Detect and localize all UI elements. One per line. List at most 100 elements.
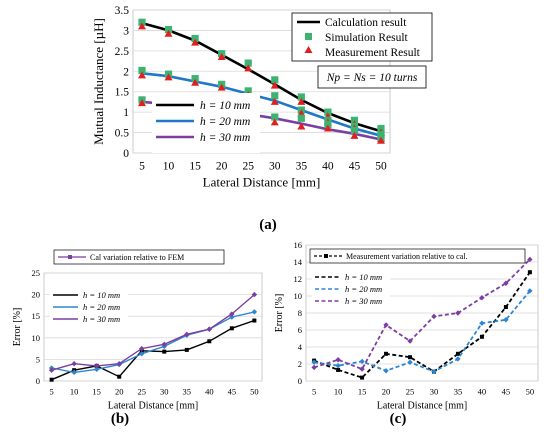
measurement-point xyxy=(270,81,279,89)
y-axis-label-b: Error [%] xyxy=(12,308,23,347)
y-tick-label-c: 2 xyxy=(298,359,302,369)
h-legend-label-c: h = 30 mm xyxy=(345,296,382,306)
y-tick-label-b: 25 xyxy=(32,268,41,278)
error-point xyxy=(503,305,508,310)
simulation-point xyxy=(297,114,305,122)
error-point xyxy=(383,368,389,374)
error-point xyxy=(431,368,437,375)
x-tick-label-c: 45 xyxy=(502,387,511,397)
error-point xyxy=(251,291,258,298)
legend-title-b: Cal variation relative to FEM xyxy=(90,253,184,262)
error-point xyxy=(251,309,258,315)
y-tick-label-b: 15 xyxy=(32,311,41,321)
error-point xyxy=(527,256,533,263)
x-tick-label-c: 10 xyxy=(334,387,343,397)
y-tick-label-b: 10 xyxy=(32,333,41,343)
measurement-point xyxy=(217,83,226,91)
x-tick-label-b: 30 xyxy=(160,387,169,397)
error-point xyxy=(71,369,77,376)
h-legend-label-b: h = 20 mm xyxy=(83,302,120,312)
error-point xyxy=(479,295,485,301)
x-tick-label-a: 40 xyxy=(322,161,334,173)
turns-annotation-box xyxy=(317,65,427,89)
error-point xyxy=(408,355,413,360)
x-tick-label-a: 20 xyxy=(216,161,228,173)
measurement-point xyxy=(244,64,253,72)
y-tick-label-a: 1 xyxy=(123,107,129,119)
x-tick-label-a: 15 xyxy=(189,161,201,173)
legend-sim-swatch xyxy=(305,33,312,40)
error-point xyxy=(117,374,122,379)
y-tick-label-a: 2.5 xyxy=(115,46,130,58)
turns-annotation: Np = Ns = 10 turns xyxy=(326,72,418,84)
x-tick-label-b: 45 xyxy=(228,387,237,397)
x-tick-label-a: 45 xyxy=(349,161,361,173)
simulation-point xyxy=(138,18,146,26)
y-tick-label-a: 0.5 xyxy=(115,128,130,140)
measurement-point xyxy=(191,38,200,46)
panel-caption-b: (b) xyxy=(111,411,129,427)
error-point xyxy=(229,326,234,331)
error-line-c-0 xyxy=(313,271,531,379)
y-axis-label-c: Error [%] xyxy=(274,294,285,333)
error-point xyxy=(503,280,509,286)
x-tick-label-b: 25 xyxy=(137,387,146,397)
error-point xyxy=(384,351,389,356)
simulation-point xyxy=(271,92,279,100)
legend-title-box-c xyxy=(309,248,526,264)
error-point xyxy=(311,359,317,365)
error-point xyxy=(455,310,461,316)
x-tick-label-c: 35 xyxy=(454,387,463,397)
error-point xyxy=(407,359,413,365)
error-point xyxy=(161,341,167,347)
legend-entry: Calculation result xyxy=(325,17,407,29)
y-tick-label-c: 8 xyxy=(298,308,302,318)
y-tick-label-a: 3 xyxy=(123,25,129,37)
y-tick-label-c: 12 xyxy=(294,274,303,284)
measurement-point xyxy=(164,73,173,81)
x-tick-label-b: 5 xyxy=(50,387,54,397)
x-tick-label-c: 5 xyxy=(312,387,316,397)
error-point xyxy=(229,311,235,317)
error-point xyxy=(359,358,365,365)
legend-title-marker-b xyxy=(68,255,72,259)
legend-entry: Measurement Result xyxy=(325,47,421,59)
x-tick-label-b: 20 xyxy=(115,387,124,397)
h-legend-label: h = 10 mm xyxy=(200,100,250,112)
error-point xyxy=(206,326,213,332)
error-point xyxy=(71,361,77,367)
h-legend-label-b: h = 30 mm xyxy=(83,314,120,324)
simulation-point xyxy=(324,120,332,128)
error-line-c-1 xyxy=(313,290,531,373)
error-point xyxy=(162,349,167,354)
simulation-point xyxy=(324,108,332,116)
x-axis-label-b: Lateral Distance [mm] xyxy=(108,401,199,412)
simulation-point xyxy=(138,66,146,75)
error-point xyxy=(139,351,145,357)
error-point xyxy=(479,320,485,326)
error-point xyxy=(184,347,189,352)
error-point xyxy=(311,364,317,371)
x-axis-label-a: Lateral Distance [mm] xyxy=(203,175,321,190)
legend-title-box-b xyxy=(53,249,225,265)
error-point xyxy=(335,357,341,363)
error-point xyxy=(184,331,190,338)
error-point xyxy=(455,351,460,356)
y-tick-label-c: 16 xyxy=(294,240,303,250)
error-point xyxy=(93,363,100,369)
error-point xyxy=(359,366,365,372)
error-point xyxy=(479,334,484,339)
x-axis-label-c: Lateral Distance [mm] xyxy=(377,401,468,412)
x-tick-label-c: 15 xyxy=(358,387,367,397)
x-tick-label-b: 15 xyxy=(92,387,101,397)
y-tick-label-a: 2 xyxy=(123,66,129,78)
error-point xyxy=(49,377,54,382)
measurement-point xyxy=(137,22,146,30)
error-point xyxy=(207,339,212,344)
error-point xyxy=(336,367,341,372)
x-tick-label-c: 20 xyxy=(382,387,391,397)
y-tick-label-c: 0 xyxy=(298,376,302,386)
measurement-point xyxy=(217,52,226,60)
simulation-point xyxy=(191,75,199,83)
